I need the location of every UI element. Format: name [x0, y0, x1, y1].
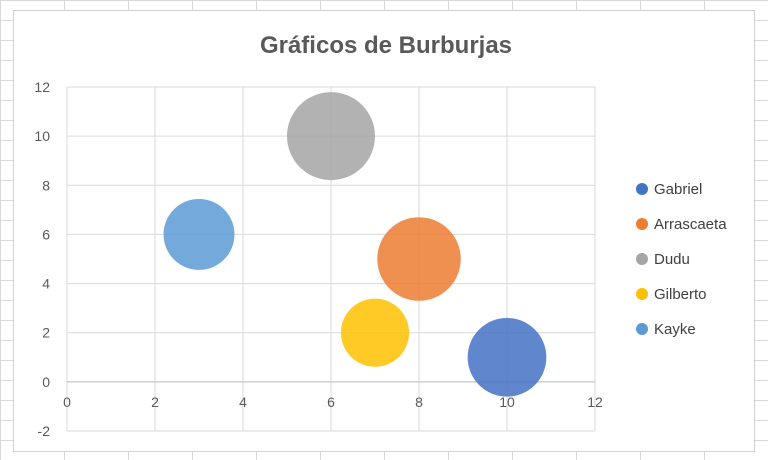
bubble-arrascaeta[interactable] [377, 217, 461, 301]
y-tick-label: 0 [42, 374, 50, 390]
bubble-gilberto[interactable] [340, 298, 410, 367]
x-tick-label: 6 [327, 394, 335, 410]
y-tick-label: 8 [42, 177, 50, 193]
legend-marker [636, 183, 648, 195]
legend-marker [636, 288, 648, 300]
y-tick-label: 10 [34, 128, 50, 144]
y-tick-label: 4 [42, 276, 50, 292]
bubble-gabriel[interactable] [467, 317, 547, 397]
x-tick-label: 2 [151, 394, 159, 410]
legend-label: Gabriel [654, 181, 702, 198]
x-tick-label: 12 [587, 394, 603, 410]
x-tick-label: 4 [239, 394, 247, 410]
bubble-dudu[interactable] [287, 92, 375, 181]
chart-title: Gráficos de Burburjas [260, 32, 512, 59]
bubble-kayke[interactable] [163, 198, 235, 270]
legend-label: Gilberto [654, 286, 707, 303]
bubble-chart: Gráficos de Burburjas 0 2 4 6 8 10 12 -2 0 2 4 6 8 10… [34, 32, 727, 439]
legend-marker [636, 218, 648, 230]
y-tick-label: 12 [34, 79, 50, 95]
legend-label: Arrascaeta [654, 216, 727, 233]
legend-marker [636, 253, 648, 265]
x-tick-label: 10 [499, 394, 515, 410]
x-tick-label: 8 [415, 394, 423, 410]
y-tick-label: 2 [42, 325, 50, 341]
x-tick-label: 0 [63, 394, 71, 410]
legend-label: Kayke [654, 321, 696, 338]
legend-label: Dudu [654, 251, 690, 268]
chart-area: Gráficos de Burburjas 0 2 4 6 8 10 12 -2 0 2 4 6 8 10… [13, 10, 755, 452]
legend-marker [636, 323, 648, 335]
y-tick-label: -2 [38, 423, 51, 439]
y-tick-label: 6 [42, 226, 50, 242]
